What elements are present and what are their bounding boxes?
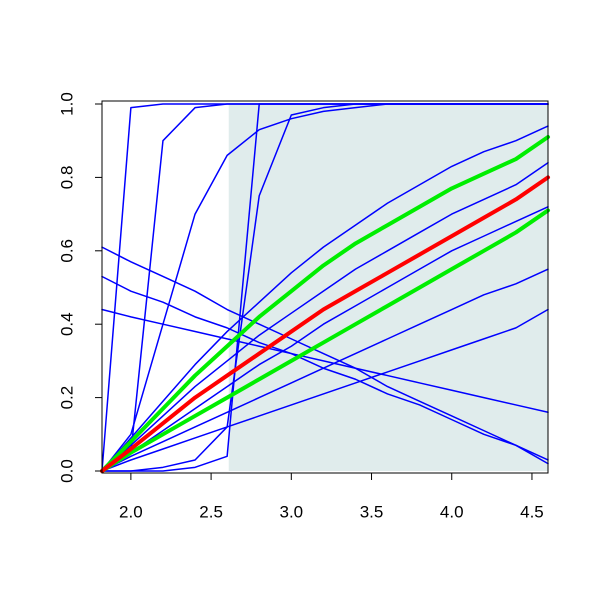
x-tick-label: 3.5 xyxy=(360,502,384,521)
y-tick-label: 0.8 xyxy=(57,166,76,190)
y-tick-label: 0.2 xyxy=(57,386,76,410)
curve xyxy=(101,308,549,414)
x-tick-label: 2.0 xyxy=(119,502,143,521)
x-tick-label: 3.0 xyxy=(279,502,303,521)
curve xyxy=(101,308,549,472)
x-tick-label: 4.0 xyxy=(440,502,464,521)
y-tick-label: 0.0 xyxy=(57,459,76,483)
curve xyxy=(101,103,549,472)
y-tick-label: 0.6 xyxy=(57,239,76,263)
x-tick-label: 2.5 xyxy=(199,502,223,521)
curve xyxy=(100,175,550,473)
x-tick-label: 4.5 xyxy=(520,502,544,521)
curve xyxy=(101,275,549,461)
curve xyxy=(100,135,550,473)
curve xyxy=(101,206,549,472)
curve xyxy=(100,208,550,473)
y-tick-label: 1.0 xyxy=(57,92,76,116)
curve xyxy=(101,161,549,472)
y-tick-label: 0.4 xyxy=(57,312,76,336)
plot-box xyxy=(101,100,549,474)
curve xyxy=(101,125,549,472)
curve xyxy=(101,246,549,465)
